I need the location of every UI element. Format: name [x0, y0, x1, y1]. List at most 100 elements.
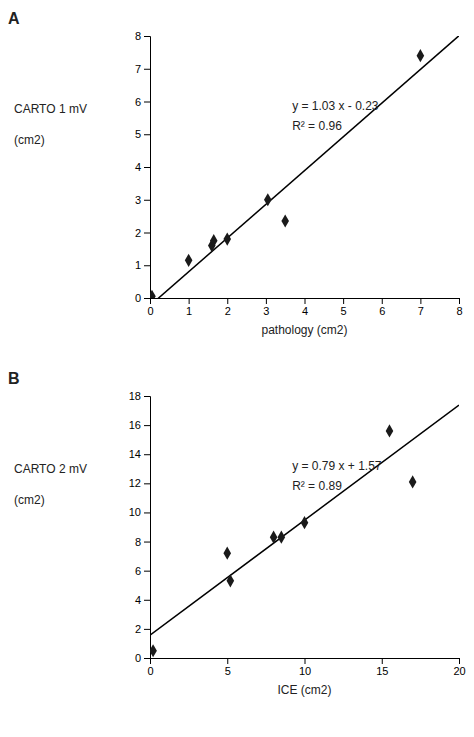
y-tick: 2	[135, 623, 150, 635]
point	[281, 214, 289, 227]
annotation: y = 1.03 x - 0.23	[292, 99, 379, 113]
y-tick: 8	[135, 536, 150, 548]
y-axis: 012345678	[135, 30, 151, 304]
x-tick-mark	[266, 298, 267, 304]
x-tick-mark	[189, 298, 190, 304]
y-axis-line	[144, 397, 151, 659]
y-tick: 4	[135, 594, 150, 606]
y-tick-mark	[144, 600, 150, 601]
figure: 012345678012345678y = 1.03 x - 0.23R² = …	[0, 0, 474, 737]
y-tick-label: 18	[129, 390, 141, 402]
y-axis: 0 2 4 6 8 10 12 14 16 18	[129, 390, 151, 664]
y-tick-mark	[144, 629, 150, 630]
x-tick-mark	[382, 658, 383, 664]
point	[301, 516, 309, 529]
y-tick-label: 7	[135, 63, 141, 75]
point	[386, 424, 394, 437]
annotation: y = 0.79 x + 1.57	[292, 459, 382, 473]
y-tick: 14	[129, 448, 150, 460]
plot-area	[150, 36, 459, 298]
y-tick: 4	[135, 161, 150, 173]
y-tick-mark	[144, 233, 150, 234]
y-tick-mark	[144, 542, 150, 543]
y-tick: 0	[135, 292, 150, 304]
x-tick-label: 6	[379, 305, 385, 317]
x-tick-mark	[382, 298, 383, 304]
x-axis-line	[151, 299, 460, 305]
point	[223, 547, 231, 560]
x-tick: 1	[186, 298, 192, 317]
y-tick: 1	[135, 259, 150, 271]
x-tick-label: 5	[225, 665, 231, 677]
y-axis-title: (cm2)	[14, 493, 45, 507]
y-tick-label: 16	[129, 419, 141, 431]
y-tick: 7	[135, 63, 150, 75]
x-tick: 6	[379, 298, 385, 317]
panel: 0 5 10 15 20 0 2 4 6 8 10 12 14 16 18 y = 0.79 x + 1.57…	[8, 370, 466, 697]
y-axis-title: (cm2)	[14, 133, 45, 147]
x-tick-label: 5	[341, 305, 347, 317]
x-tick: 8	[456, 298, 462, 317]
x-tick-label: 2	[225, 305, 231, 317]
y-tick: 6	[135, 565, 150, 577]
y-tick: 10	[129, 506, 150, 518]
x-tick-label: 20	[453, 665, 465, 677]
point	[185, 254, 193, 267]
x-tick-label: 7	[418, 305, 424, 317]
x-tick-mark	[459, 658, 460, 664]
x-tick: 4	[302, 298, 308, 317]
y-tick-label: 3	[135, 194, 141, 206]
x-tick: 7	[418, 298, 424, 317]
x-tick-label: 3	[263, 305, 269, 317]
x-axis-title: pathology (cm2)	[261, 323, 347, 337]
x-tick: 3	[263, 298, 269, 317]
y-tick: 5	[135, 128, 150, 140]
x-tick-label: 0	[147, 305, 153, 317]
y-tick-label: 0	[135, 652, 141, 664]
regression-line	[150, 36, 459, 298]
point	[150, 290, 156, 298]
x-tick-label: 8	[456, 305, 462, 317]
y-tick-label: 1	[135, 259, 141, 271]
y-tick-mark	[144, 396, 150, 397]
point	[227, 574, 235, 587]
y-tick: 16	[129, 419, 150, 431]
y-tick-label: 0	[135, 292, 141, 304]
y-tick-label: 14	[129, 448, 141, 460]
y-tick-mark	[144, 200, 150, 201]
annotation: R² = 0.96	[292, 119, 342, 133]
x-tick-mark	[305, 298, 306, 304]
y-tick: 2	[135, 227, 150, 239]
y-tick-label: 10	[129, 506, 141, 518]
x-tick-mark	[227, 298, 228, 304]
x-tick-label: 15	[376, 665, 388, 677]
x-tick-mark	[459, 298, 460, 304]
y-tick-mark	[144, 102, 150, 103]
x-tick-mark	[227, 658, 228, 664]
y-tick-label: 12	[129, 477, 141, 489]
point	[210, 234, 218, 247]
y-axis-title: CARTO 2 mV	[14, 462, 87, 476]
y-tick-mark	[144, 483, 150, 484]
x-axis: 0 1 2 3 4 5 6 7 8	[147, 298, 462, 317]
y-tick-label: 2	[135, 623, 141, 635]
y-tick-mark	[144, 571, 150, 572]
y-tick-mark	[144, 134, 150, 135]
y-tick-label: 2	[135, 227, 141, 239]
x-tick: 5	[341, 298, 347, 317]
plot-area	[150, 405, 459, 657]
x-tick: 10	[299, 658, 311, 677]
y-tick-mark	[144, 454, 150, 455]
y-tick-label: 8	[135, 536, 141, 548]
point	[409, 475, 417, 488]
point	[278, 531, 286, 544]
annotation: R² = 0.89	[292, 479, 342, 493]
y-axis-title: CARTO 1 mV	[14, 102, 87, 116]
x-tick: 20	[453, 658, 465, 677]
y-tick-mark	[144, 298, 150, 299]
y-tick: 3	[135, 194, 150, 206]
x-axis-title: ICE (cm2)	[278, 683, 332, 697]
point	[417, 49, 425, 62]
x-tick: 15	[376, 658, 388, 677]
panel-label: A	[8, 10, 20, 27]
